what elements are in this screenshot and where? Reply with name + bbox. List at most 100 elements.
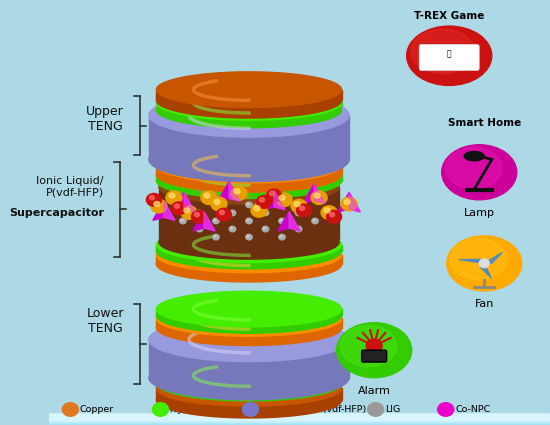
Circle shape — [280, 203, 282, 205]
Circle shape — [230, 227, 233, 229]
Circle shape — [312, 218, 318, 224]
Circle shape — [279, 218, 285, 224]
FancyBboxPatch shape — [361, 350, 387, 362]
Circle shape — [181, 219, 183, 221]
Circle shape — [184, 208, 190, 213]
Circle shape — [204, 193, 210, 198]
Circle shape — [295, 210, 302, 215]
Circle shape — [243, 403, 258, 416]
Polygon shape — [173, 193, 195, 212]
Polygon shape — [156, 291, 342, 327]
Circle shape — [151, 199, 167, 213]
Circle shape — [280, 219, 282, 221]
Text: LIG: LIG — [385, 405, 400, 414]
Polygon shape — [149, 340, 349, 378]
Circle shape — [260, 198, 265, 202]
Polygon shape — [156, 82, 342, 118]
Polygon shape — [156, 298, 342, 333]
Text: Copper: Copper — [80, 405, 114, 414]
Polygon shape — [149, 317, 349, 362]
Ellipse shape — [411, 29, 475, 74]
Polygon shape — [156, 102, 342, 110]
Circle shape — [213, 234, 219, 240]
Circle shape — [196, 226, 203, 232]
Circle shape — [197, 227, 200, 229]
Polygon shape — [149, 138, 349, 181]
Polygon shape — [278, 212, 300, 231]
Circle shape — [279, 202, 285, 207]
Circle shape — [174, 204, 179, 208]
Polygon shape — [156, 245, 342, 251]
Circle shape — [197, 211, 200, 213]
Circle shape — [263, 211, 266, 213]
Polygon shape — [156, 233, 342, 269]
Circle shape — [219, 210, 224, 215]
Polygon shape — [218, 182, 240, 201]
Polygon shape — [159, 187, 339, 242]
Text: Fan: Fan — [475, 299, 494, 309]
Ellipse shape — [406, 26, 492, 85]
Text: T-REX Game: T-REX Game — [414, 11, 485, 21]
Text: Lower
TENG: Lower TENG — [86, 306, 124, 334]
Polygon shape — [481, 264, 491, 278]
Polygon shape — [156, 366, 342, 401]
Circle shape — [256, 196, 272, 208]
Circle shape — [344, 199, 350, 204]
Polygon shape — [274, 190, 285, 210]
Circle shape — [146, 193, 161, 206]
Polygon shape — [156, 376, 342, 383]
Polygon shape — [229, 182, 240, 201]
Polygon shape — [153, 201, 175, 220]
Circle shape — [296, 211, 299, 213]
Polygon shape — [159, 225, 339, 259]
Polygon shape — [156, 318, 342, 328]
Circle shape — [311, 191, 327, 204]
Circle shape — [191, 210, 206, 223]
Polygon shape — [149, 115, 349, 159]
Ellipse shape — [337, 323, 411, 378]
Polygon shape — [156, 72, 342, 108]
Polygon shape — [484, 252, 502, 264]
Polygon shape — [156, 227, 342, 263]
Polygon shape — [156, 174, 342, 181]
Ellipse shape — [442, 145, 517, 200]
Circle shape — [180, 218, 186, 224]
Polygon shape — [314, 184, 325, 204]
Polygon shape — [156, 300, 342, 336]
Circle shape — [291, 199, 307, 213]
Circle shape — [246, 202, 252, 207]
Text: Lamp: Lamp — [464, 208, 495, 218]
Polygon shape — [156, 358, 342, 394]
Polygon shape — [149, 356, 349, 400]
Polygon shape — [156, 90, 342, 100]
Circle shape — [321, 206, 337, 219]
Polygon shape — [149, 93, 349, 137]
Circle shape — [166, 191, 182, 204]
Circle shape — [479, 259, 490, 268]
Circle shape — [152, 403, 168, 416]
Circle shape — [296, 204, 311, 217]
Circle shape — [254, 206, 260, 211]
Circle shape — [263, 227, 266, 229]
Circle shape — [62, 403, 78, 416]
Circle shape — [246, 234, 252, 240]
Polygon shape — [289, 212, 300, 231]
Ellipse shape — [366, 339, 382, 353]
Circle shape — [214, 219, 216, 221]
Ellipse shape — [464, 151, 484, 161]
Circle shape — [367, 403, 384, 416]
Circle shape — [214, 203, 216, 205]
Circle shape — [217, 208, 232, 221]
Circle shape — [327, 210, 342, 223]
Polygon shape — [204, 212, 215, 231]
Circle shape — [267, 189, 282, 202]
Text: 🦕: 🦕 — [447, 49, 452, 58]
Polygon shape — [156, 156, 342, 192]
Polygon shape — [184, 193, 195, 212]
Circle shape — [251, 204, 267, 217]
Polygon shape — [164, 201, 175, 220]
Circle shape — [329, 212, 334, 217]
Ellipse shape — [446, 147, 502, 189]
Circle shape — [276, 193, 292, 207]
Circle shape — [247, 219, 249, 221]
